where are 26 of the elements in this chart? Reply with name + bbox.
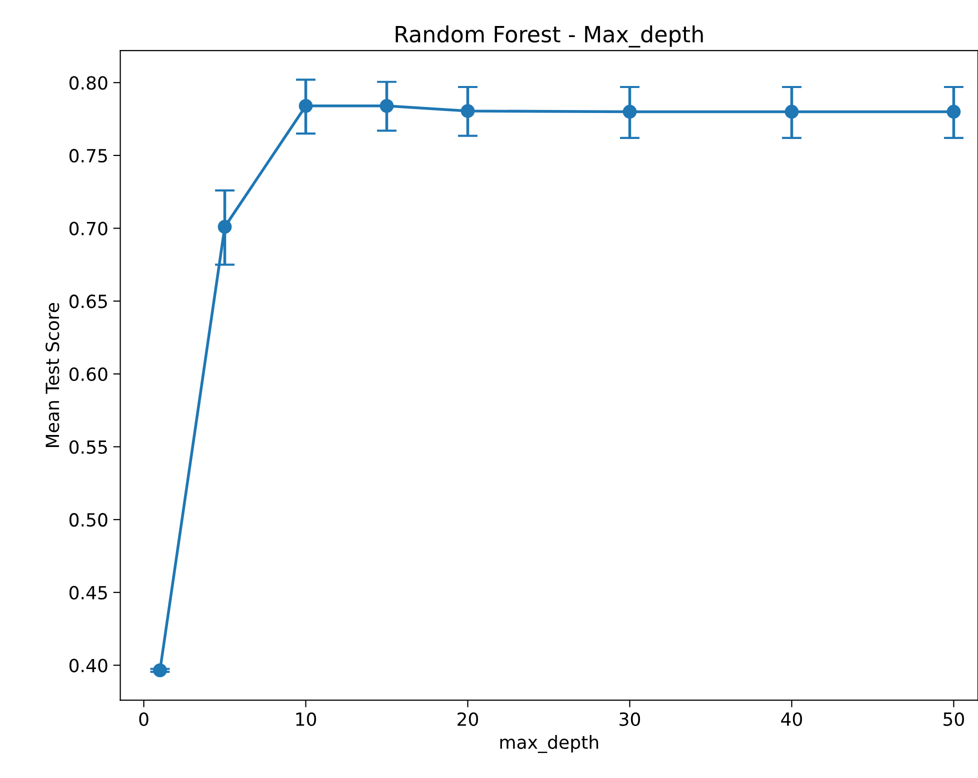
y-tick-label: 0.65 — [69, 294, 107, 308]
point — [218, 220, 232, 234]
x-tick-label: 10 — [296, 712, 316, 726]
y-tick-label: 0.55 — [69, 440, 107, 454]
point — [946, 104, 961, 119]
point — [380, 98, 394, 113]
x-tick-label: 0 — [139, 712, 148, 726]
point — [622, 104, 637, 119]
y-tick-label: 0.80 — [69, 76, 108, 90]
y-tick-label: 0.60 — [69, 367, 108, 382]
x-tick-label: 40 — [781, 712, 802, 726]
x-tick-label: 50 — [944, 712, 964, 726]
y-tick-label: 0.45 — [69, 586, 107, 600]
y-axis-title: Mean Test Score — [46, 302, 60, 448]
chart-title: Random Forest - Max_depth — [396, 25, 703, 48]
y-tick-label: 0.50 — [69, 513, 108, 527]
y-tick-label: 0.70 — [69, 222, 108, 236]
point — [784, 104, 799, 119]
x-tick-label: 30 — [620, 712, 640, 726]
y-tick-label: 0.75 — [69, 148, 107, 163]
point — [460, 104, 475, 118]
y-tick-label: 0.40 — [69, 658, 108, 672]
x-axis-title: max_depth — [500, 735, 598, 754]
point — [298, 98, 313, 113]
point — [153, 663, 167, 678]
x-tick-label: 20 — [458, 712, 478, 726]
